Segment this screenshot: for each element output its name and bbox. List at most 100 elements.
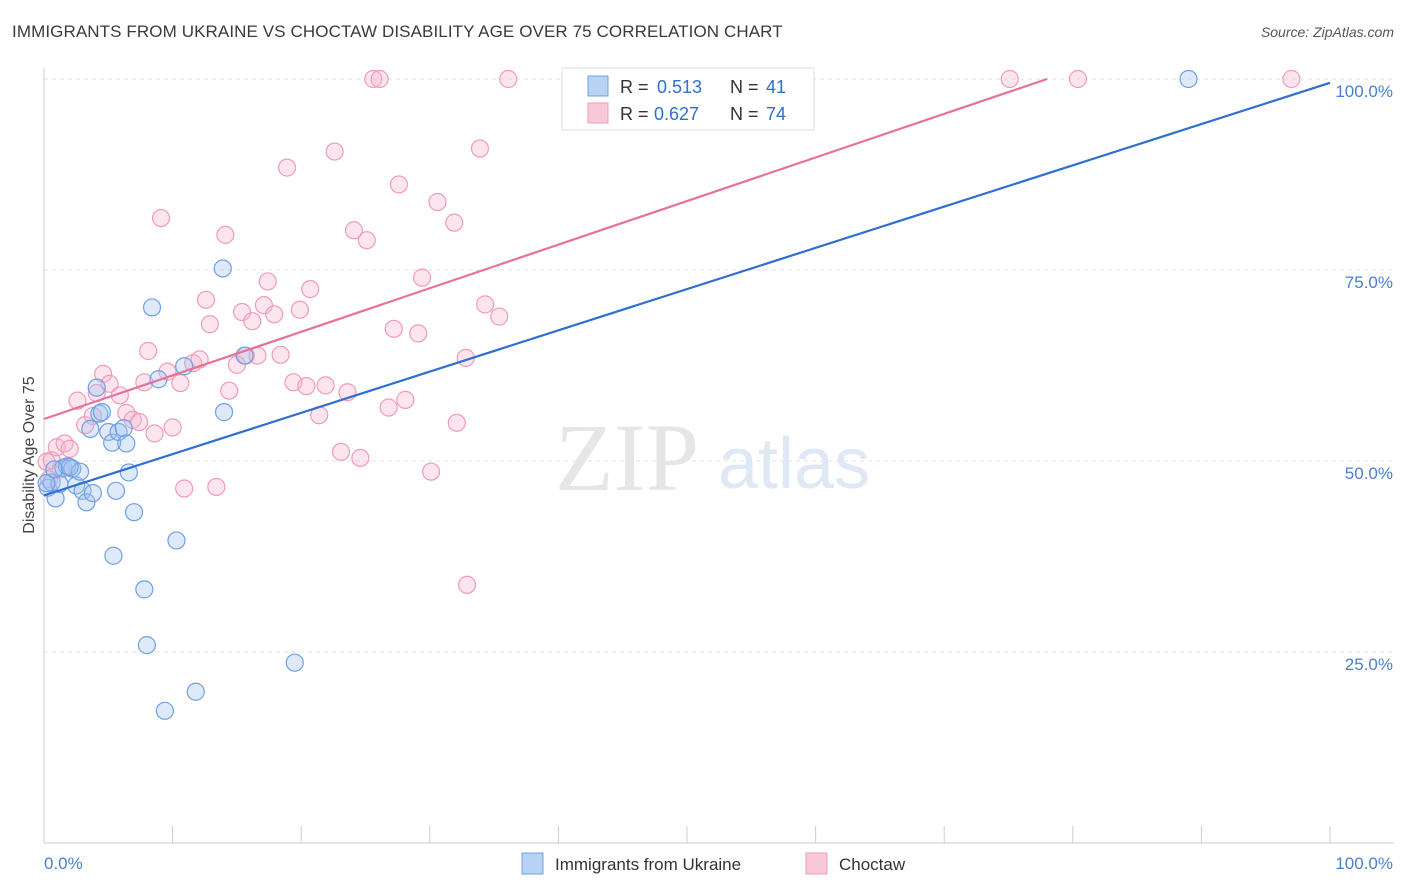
point-choctaw <box>258 272 277 291</box>
point-choctaw <box>325 142 344 161</box>
point-choctaw <box>447 413 466 432</box>
point-choctaw <box>216 225 235 244</box>
point-ukraine <box>106 481 126 500</box>
point-choctaw <box>445 213 464 232</box>
legend-r-value-2: 0.627 <box>654 104 699 124</box>
point-ukraine <box>135 580 154 599</box>
y-tick-label: 50.0% <box>1345 464 1393 483</box>
legend: R = 0.513 N = 41 R = 0.627 N = 74 <box>561 67 815 131</box>
point-choctaw <box>277 158 297 177</box>
y-axis-label: Disability Age Over 75 <box>21 376 38 534</box>
point-choctaw <box>271 345 290 364</box>
point-choctaw <box>297 377 316 396</box>
point-ukraine <box>1179 69 1198 89</box>
point-choctaw <box>351 448 370 468</box>
y-tick-label: 75.0% <box>1345 273 1393 292</box>
point-ukraine <box>285 653 304 672</box>
point-choctaw <box>60 439 79 458</box>
point-choctaw <box>364 69 383 89</box>
point-ukraine <box>77 493 96 512</box>
trend-lines <box>43 77 1331 497</box>
point-choctaw <box>243 312 262 331</box>
point-ukraine <box>99 422 118 442</box>
point-choctaw <box>163 418 182 437</box>
point-ukraine <box>104 546 123 565</box>
point-choctaw <box>1000 69 1019 89</box>
legend-n-value-1: 41 <box>766 77 786 97</box>
point-choctaw <box>499 69 518 89</box>
point-choctaw <box>457 575 477 594</box>
point-choctaw <box>200 315 219 334</box>
trend-line-choctaw <box>43 77 1048 421</box>
point-ukraine <box>37 474 56 493</box>
gridlines <box>44 78 1394 653</box>
point-ukraine <box>124 503 144 522</box>
point-choctaw <box>475 295 495 314</box>
point-ukraine <box>142 298 162 317</box>
point-choctaw <box>175 479 194 498</box>
point-choctaw <box>130 412 149 432</box>
legend-r-value-1: 0.513 <box>657 77 702 97</box>
point-ukraine <box>81 419 100 439</box>
point-choctaw <box>331 442 351 461</box>
point-choctaw <box>412 268 432 287</box>
x-tick-label: 100.0% <box>1335 854 1393 873</box>
watermark-zip: ZIP <box>555 404 699 511</box>
point-choctaw <box>370 69 389 89</box>
point-choctaw <box>357 231 376 250</box>
chart-source: Source: ZipAtlas.com <box>1260 24 1394 40</box>
point-ukraine <box>46 489 65 508</box>
point-choctaw <box>409 324 428 343</box>
bottom-legend: Immigrants from Ukraine Choctaw <box>521 852 906 875</box>
point-ukraine <box>70 462 90 481</box>
point-choctaw <box>254 296 274 315</box>
point-choctaw <box>384 319 403 338</box>
legend-n-label-2: N = <box>730 104 759 124</box>
legend-swatch-ukraine <box>587 75 609 97</box>
bottom-legend-swatch-choctaw <box>805 852 828 875</box>
y-tick-label: 25.0% <box>1345 655 1393 674</box>
y-tick-labels: 25.0% 50.0% 75.0% 100.0% <box>1335 82 1393 674</box>
point-choctaw <box>470 139 490 158</box>
point-ukraine <box>155 701 174 720</box>
legend-r-label-1: R = <box>620 77 649 97</box>
point-ukraine <box>117 434 136 453</box>
bottom-legend-label-ukraine: Immigrants from Ukraine <box>555 855 741 874</box>
point-choctaw <box>171 373 190 393</box>
point-choctaw <box>232 302 252 322</box>
point-choctaw <box>301 280 320 299</box>
point-ukraine <box>103 433 122 452</box>
point-choctaw <box>396 390 415 409</box>
point-ukraine <box>45 460 64 479</box>
point-ukraine <box>92 403 111 422</box>
watermark-atlas: atlas <box>718 424 870 504</box>
point-ukraine <box>60 458 79 477</box>
point-choctaw <box>207 477 226 497</box>
point-choctaw <box>344 221 364 240</box>
point-ukraine <box>83 483 102 503</box>
trend-line-ukraine <box>43 81 1331 497</box>
point-choctaw <box>145 424 164 443</box>
point-choctaw <box>389 175 409 194</box>
point-choctaw <box>1068 69 1088 89</box>
point-choctaw <box>290 300 310 319</box>
y-tick-label: 100.0% <box>1335 82 1393 101</box>
point-choctaw <box>490 307 509 326</box>
point-choctaw <box>421 462 441 481</box>
x-tick-label: 0.0% <box>44 854 83 873</box>
point-ukraine <box>119 463 138 482</box>
point-choctaw <box>139 341 158 361</box>
legend-swatch-choctaw <box>587 102 609 124</box>
legend-r-label-2: R = <box>620 104 649 124</box>
point-ukraine <box>87 378 106 397</box>
point-choctaw <box>379 398 398 417</box>
point-ukraine <box>213 259 232 278</box>
point-choctaw <box>428 192 447 212</box>
point-choctaw <box>265 305 284 324</box>
point-choctaw <box>220 381 239 400</box>
x-tick-labels: 0.0% 100.0% <box>44 854 1393 873</box>
data-points <box>37 69 1301 720</box>
point-choctaw <box>68 391 87 410</box>
legend-n-label-1: N = <box>730 77 759 97</box>
point-choctaw <box>316 376 335 395</box>
